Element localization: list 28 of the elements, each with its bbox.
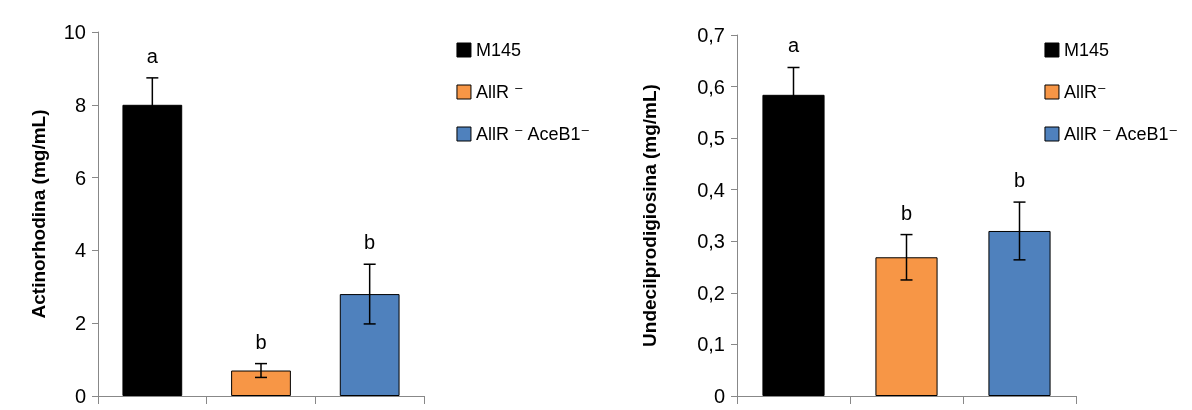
annotation: b: [255, 330, 267, 353]
annotation: a: [146, 44, 159, 67]
y-tick-label: 10: [63, 21, 86, 43]
legend-label: M145: [475, 40, 521, 60]
y-tick-label: 0: [74, 385, 86, 407]
annotation: b: [1013, 169, 1026, 192]
legend-label: AllR ⁻ AceB1⁻: [1063, 124, 1179, 144]
y-tick-label: 6: [74, 166, 86, 189]
y-tick-label: 0,3: [697, 230, 725, 253]
y-tick-label: 8: [74, 93, 86, 116]
annotation: b: [364, 231, 376, 254]
legend-label: M145: [1063, 40, 1109, 60]
y-tick-label: 0,5: [697, 127, 725, 150]
y-tick-label: 0,1: [697, 333, 725, 356]
legend-label: AllR ⁻ AceB1⁻: [475, 124, 591, 144]
y-tick-label: 0,2: [697, 281, 725, 304]
y-tick-label: 0,7: [697, 24, 725, 46]
y-axis-title: Actinorhodina (mg/mL): [28, 109, 49, 319]
y-tick-label: 4: [74, 239, 86, 262]
y-tick-label: 2: [74, 312, 86, 335]
y-tick-label: 0: [713, 385, 725, 407]
y-tick-label: 0,6: [697, 75, 725, 98]
y-axis-title: Undecilprodigiosina (mg/mL): [639, 84, 660, 347]
y-tick-label: 0,4: [697, 178, 725, 201]
legend-label: AllR ⁻: [475, 82, 524, 102]
legend-label: AllR⁻: [1063, 82, 1107, 102]
annotation: a: [787, 34, 800, 57]
annotation: b: [900, 201, 913, 224]
